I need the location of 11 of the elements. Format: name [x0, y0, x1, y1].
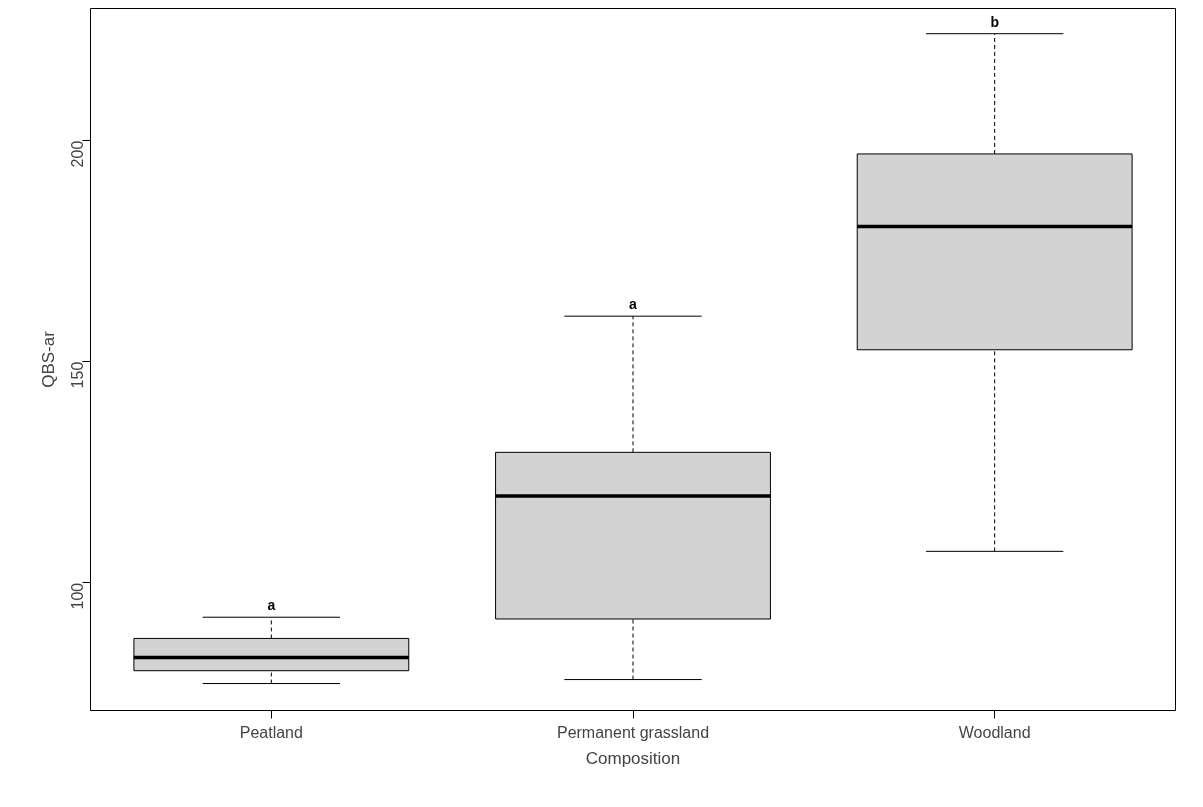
annotation: a [629, 296, 638, 313]
y-tick-label: 200 [69, 140, 87, 168]
y-tick-label: 150 [69, 361, 87, 389]
x-tick-label: Peatland [239, 723, 303, 741]
x-tick-label: Woodland [958, 723, 1031, 741]
x-tick-label: Permanent grassland [556, 723, 710, 741]
y-axis-title: QBS-ar [38, 330, 58, 388]
y-tick-label: 100 [69, 582, 87, 610]
annotation: b [990, 13, 999, 30]
x-axis-title: Composition [585, 748, 681, 768]
annotation: a [267, 597, 276, 614]
